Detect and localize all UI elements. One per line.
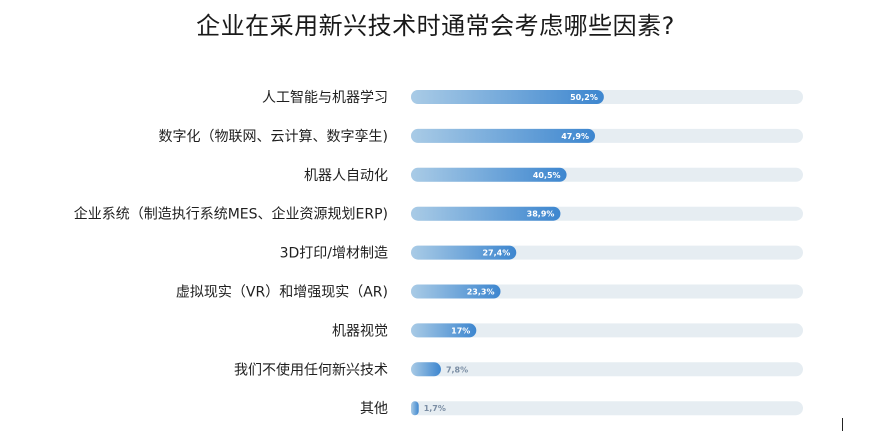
value-label: 47,9%: [561, 132, 589, 141]
category-label: 人工智能与机器学习: [262, 90, 388, 106]
bar-row: 人工智能与机器学习 50,2%: [262, 90, 803, 106]
bar-row: 其他 1,7%: [360, 401, 803, 417]
bar: [411, 128, 596, 143]
bar: [411, 90, 604, 104]
bar-row: 机器人自动化 40,5%: [304, 167, 803, 184]
category-label: 数字化（物联网、云计算、数字孪生): [159, 128, 388, 145]
bar-track: [411, 284, 803, 299]
bar-track: [411, 323, 803, 338]
bar-track: [411, 362, 803, 377]
category-label: 3D打印/增材制造: [280, 245, 388, 262]
bars-layer: 人工智能与机器学习 50,2% 数字化（物联网、云计算、数字孪生) 47,9% 机器人自…: [74, 90, 803, 417]
value-label: 27,4%: [482, 249, 510, 258]
bar-row: 机器视觉 17%: [332, 323, 803, 339]
bar: [411, 206, 561, 221]
bar-row: 虚拟现实（VR）和增强现实（AR) 23,3%: [176, 284, 803, 301]
bar: [411, 167, 567, 182]
category-label: 我们不使用任何新兴技术: [234, 361, 388, 378]
value-label: 23,3%: [467, 288, 495, 297]
bar: [411, 401, 419, 416]
bar: [411, 284, 501, 299]
category-label: 机器视觉: [332, 323, 388, 339]
value-label: 17%: [451, 326, 470, 335]
bar-row: 我们不使用任何新兴技术 7,8%: [234, 361, 803, 378]
bar-row: 3D打印/增材制造 27,4%: [280, 245, 803, 262]
bar: [411, 245, 517, 260]
category-label: 其他: [360, 401, 388, 417]
bar: [411, 323, 477, 338]
category-label: 机器人自动化: [304, 168, 388, 184]
value-label: 40,5%: [533, 171, 561, 180]
category-label: 企业系统（制造执行系统MES、企业资源规划ERP): [74, 206, 388, 223]
edge-tick-mark: [842, 418, 843, 431]
bar-track: [411, 401, 803, 416]
chart-title: 企业在采用新兴技术时通常会考虑哪些因素?: [196, 12, 675, 40]
bar-row: 数字化（物联网、云计算、数字孪生) 47,9%: [159, 128, 803, 145]
value-label: 7,8%: [446, 365, 468, 374]
value-label: 1,7%: [424, 404, 446, 413]
category-label: 虚拟现实（VR）和增强现实（AR): [176, 285, 388, 301]
value-label: 38,9%: [527, 210, 555, 219]
bar: [411, 362, 441, 377]
value-label: 50,2%: [570, 93, 598, 102]
bar-row: 企业系统（制造执行系统MES、企业资源规划ERP) 38,9%: [74, 206, 803, 223]
